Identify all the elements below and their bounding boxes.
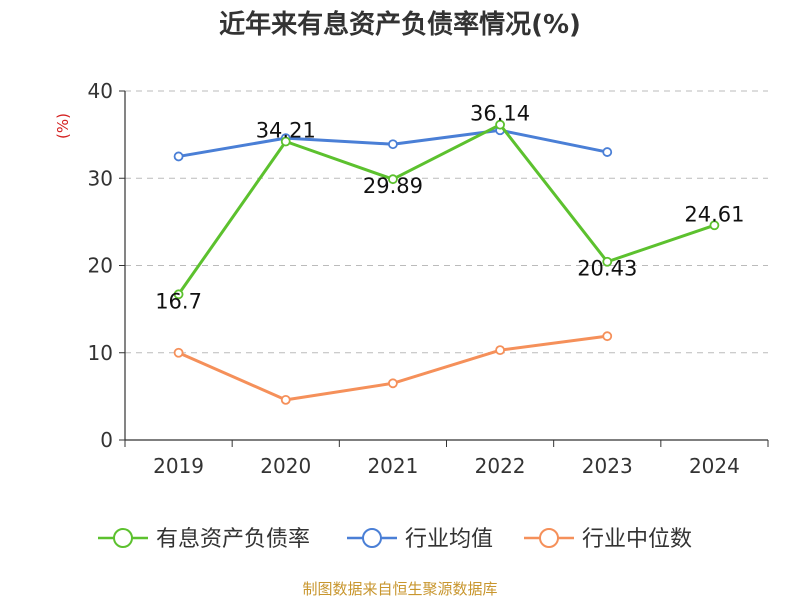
series-0-point-2020: [280, 136, 291, 147]
x-tick-label-2019: 2019: [153, 454, 204, 478]
series-2-point-2023: [602, 331, 613, 342]
legend-item-0[interactable]: 有息资产负债率: [98, 527, 310, 552]
y-tick-label-0: 0: [100, 428, 113, 452]
y-axis-ticks: 0 10 20 30 40: [88, 79, 113, 452]
series-2-point-2020: [280, 394, 291, 405]
legend-label-0: 有息资产负债率: [156, 527, 310, 552]
legend-swatch-marker-1: [362, 528, 382, 548]
x-axis-ticks: 2019 2020 2021 2022 2023 2024: [153, 454, 740, 478]
data-label-2024: 24.61: [684, 202, 744, 226]
legend-label-2: 行业中位数: [582, 527, 692, 552]
legend-label-1: 行业均值: [405, 527, 493, 552]
legend[interactable]: 有息资产负债率 行业均值 行业中位数: [98, 527, 692, 552]
series-line-2: [177, 334, 608, 402]
series-lines: [173, 119, 720, 405]
data-label-2019: 16.7: [155, 289, 202, 313]
series-2-point-2021: [388, 378, 398, 389]
series-2-point-2022: [495, 345, 505, 356]
series-0-point-2021: [388, 174, 398, 185]
legend-swatch-marker-2: [539, 528, 559, 548]
x-tick-label-2022: 2022: [475, 454, 526, 478]
series-0-point-2019: [173, 289, 184, 300]
chart-title: 近年来有息资产负债率情况(%): [219, 10, 581, 40]
y-tick-label-40: 40: [88, 79, 113, 103]
y-axis-unit: (%): [54, 113, 72, 139]
series-1-point-2023: [602, 147, 613, 157]
x-tick-label-2021: 2021: [367, 454, 418, 478]
x-tick-label-2020: 2020: [260, 454, 311, 478]
grid-lines: [125, 90, 768, 354]
series-0-point-2024: [709, 220, 720, 231]
series-1-point-2019: [173, 151, 184, 162]
series-2-point-2019: [173, 347, 184, 358]
data-label-2023: 20.43: [577, 257, 637, 281]
data-labels: 16.7 34.21 29.89 36.14 20.43 24.61: [155, 102, 744, 314]
legend-item-2[interactable]: 行业中位数: [524, 527, 692, 552]
data-label-2021: 29.89: [363, 174, 423, 198]
y-tick-label-30: 30: [88, 166, 113, 190]
series-1-point-2021: [388, 139, 398, 150]
data-label-2020: 34.21: [256, 119, 316, 143]
series-0-point-2023: [602, 256, 613, 267]
legend-swatch-marker-0: [113, 528, 133, 548]
axes: [119, 90, 769, 447]
series-line-0: [177, 123, 715, 296]
y-tick-label-10: 10: [88, 341, 113, 365]
data-label-2022: 36.14: [470, 102, 530, 126]
data-source-note: 制图数据来自恒生聚源数据库: [302, 580, 498, 598]
legend-item-1[interactable]: 行业均值: [347, 527, 493, 552]
y-tick-label-20: 20: [88, 254, 113, 278]
series-0-point-2022: [495, 119, 505, 130]
x-tick-label-2024: 2024: [689, 454, 740, 478]
x-tick-label-2023: 2023: [582, 454, 633, 478]
